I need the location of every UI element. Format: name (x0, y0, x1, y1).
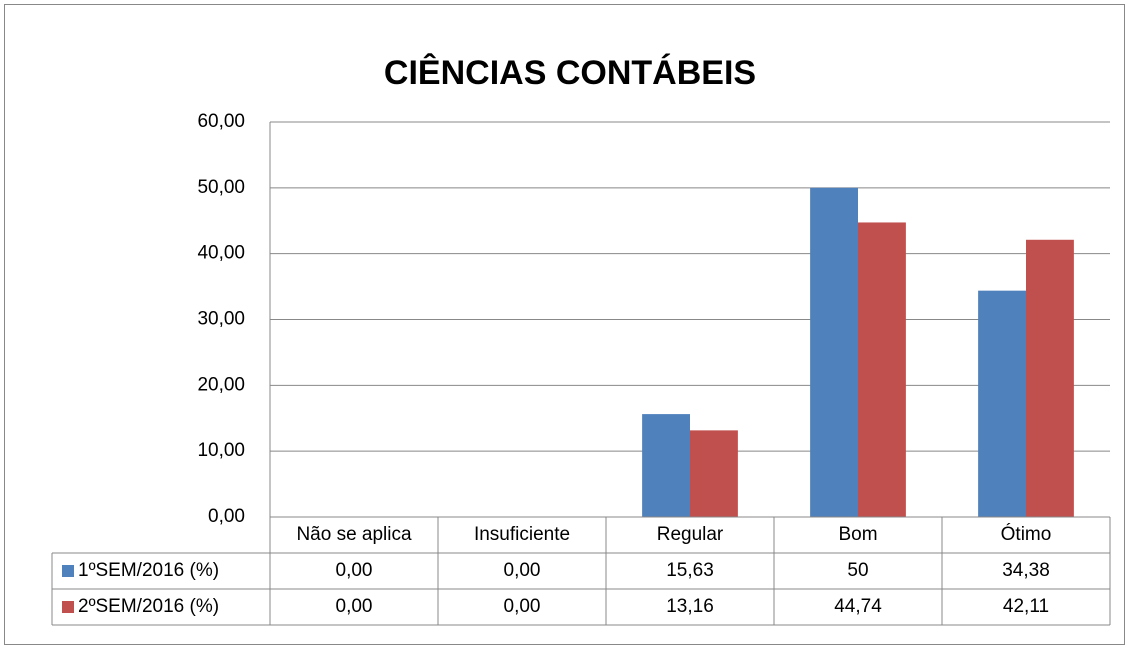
x-tick-label: Regular (657, 524, 724, 545)
y-tick-label: 0,00 (208, 506, 245, 527)
legend-label: 1ºSEM/2016 (%) (78, 560, 219, 581)
y-tick-label: 60,00 (197, 111, 245, 132)
y-tick-label: 40,00 (197, 243, 245, 264)
x-tick-label: Não se aplica (296, 524, 412, 545)
table-value: 0,00 (504, 560, 541, 581)
bar (642, 414, 690, 517)
legend-label: 2ºSEM/2016 (%) (78, 596, 219, 617)
chart-title: CIÊNCIAS CONTÁBEIS (384, 54, 756, 92)
bar (858, 222, 906, 517)
table-value: 50 (847, 560, 868, 581)
legend-swatch (62, 565, 74, 577)
x-tick-label: Ótimo (1001, 523, 1052, 545)
table-value: 0,00 (336, 596, 373, 617)
bar (978, 290, 1026, 517)
table-value: 15,63 (666, 560, 714, 581)
bar (1026, 239, 1074, 518)
y-tick-label: 10,00 (197, 440, 245, 461)
chart-border (4, 4, 1125, 645)
table-value: 44,74 (834, 596, 882, 617)
x-tick-label: Insuficiente (474, 524, 570, 545)
table-value: 0,00 (504, 596, 541, 617)
table-value: 34,38 (1002, 560, 1050, 581)
legend-swatch (62, 601, 74, 613)
y-tick-label: 20,00 (197, 374, 245, 395)
bar (810, 187, 858, 518)
table-value: 13,16 (666, 596, 714, 617)
y-tick-label: 50,00 (197, 177, 245, 198)
bar (690, 430, 738, 517)
y-tick-label: 30,00 (197, 309, 245, 330)
table-value: 0,00 (336, 560, 373, 581)
table-value: 42,11 (1003, 596, 1049, 617)
x-tick-label: Bom (838, 524, 877, 545)
